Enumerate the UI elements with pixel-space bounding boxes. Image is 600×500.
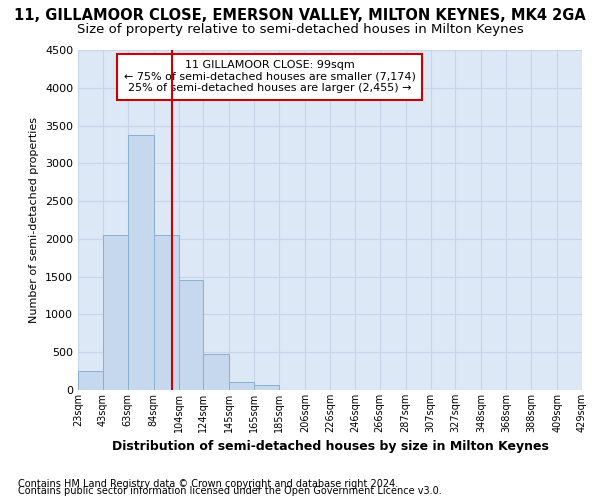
Bar <box>78 371 103 390</box>
Bar <box>254 386 279 390</box>
Bar <box>229 382 254 390</box>
Bar <box>203 354 229 390</box>
Text: 11 GILLAMOOR CLOSE: 99sqm
← 75% of semi-detached houses are smaller (7,174)
25% : 11 GILLAMOOR CLOSE: 99sqm ← 75% of semi-… <box>124 60 415 94</box>
Bar <box>103 235 128 390</box>
Text: 11, GILLAMOOR CLOSE, EMERSON VALLEY, MILTON KEYNES, MK4 2GA: 11, GILLAMOOR CLOSE, EMERSON VALLEY, MIL… <box>14 8 586 22</box>
Text: Contains public sector information licensed under the Open Government Licence v3: Contains public sector information licen… <box>18 486 442 496</box>
Text: Size of property relative to semi-detached houses in Milton Keynes: Size of property relative to semi-detach… <box>77 22 523 36</box>
X-axis label: Distribution of semi-detached houses by size in Milton Keynes: Distribution of semi-detached houses by … <box>112 440 548 454</box>
Y-axis label: Number of semi-detached properties: Number of semi-detached properties <box>29 117 40 323</box>
Text: Contains HM Land Registry data © Crown copyright and database right 2024.: Contains HM Land Registry data © Crown c… <box>18 479 398 489</box>
Bar <box>128 135 154 390</box>
Bar <box>154 235 179 390</box>
Bar <box>179 280 203 390</box>
